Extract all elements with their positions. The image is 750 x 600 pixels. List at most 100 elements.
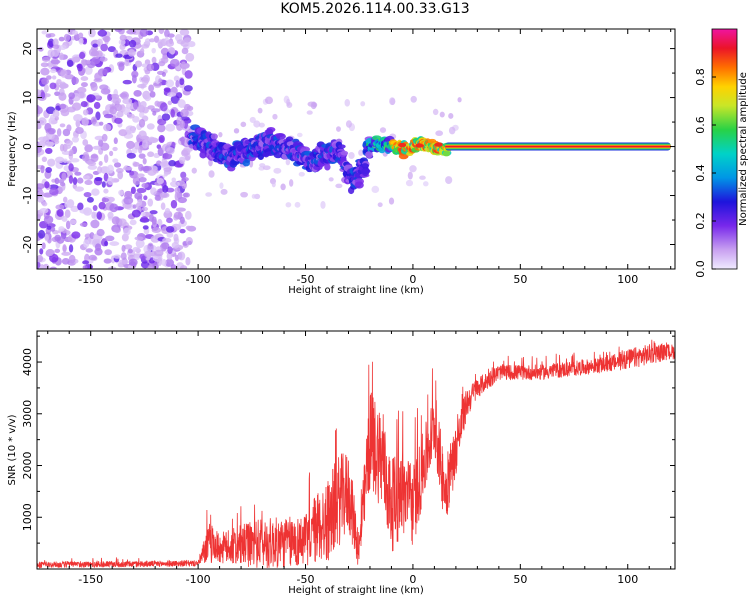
noise-blob	[76, 177, 84, 184]
noise-blob	[101, 181, 106, 188]
noise-blob	[37, 147, 42, 154]
spectrogram-frame	[36, 28, 676, 270]
noise-blob	[104, 240, 109, 247]
noise-blob	[39, 265, 46, 269]
noise-blob	[136, 187, 147, 194]
noise-blob	[70, 158, 80, 163]
noise-blob	[65, 220, 71, 230]
noise-blob	[448, 126, 456, 135]
noise-blob	[410, 95, 417, 103]
noise-blob	[165, 123, 176, 132]
noise-blob	[118, 129, 128, 137]
noise-blob	[360, 101, 366, 107]
noise-blob	[409, 165, 417, 173]
noise-blob	[119, 34, 127, 41]
noise-blob	[179, 29, 190, 36]
noise-blob	[37, 106, 43, 115]
noise-blob	[61, 150, 71, 155]
snr-x-tick-label: -50	[297, 573, 315, 586]
noise-blob	[132, 161, 140, 167]
noise-blob	[344, 99, 351, 107]
noise-blob	[97, 166, 103, 174]
spectrogram-x-tick-label: -100	[186, 273, 211, 286]
noise-blob	[183, 192, 190, 198]
noise-blob	[128, 258, 138, 267]
spectrogram-y-tick-label: -20	[21, 236, 34, 254]
noise-blob	[407, 171, 413, 180]
noise-blob	[159, 192, 170, 199]
noise-blob	[185, 237, 193, 246]
noise-blob	[173, 211, 184, 220]
noise-blob	[90, 153, 99, 163]
noise-blob	[163, 87, 171, 92]
signal-blob	[340, 150, 349, 156]
noise-blob	[152, 110, 157, 116]
noise-blob	[84, 179, 93, 186]
noise-blob	[62, 196, 68, 203]
noise-blob	[46, 75, 52, 80]
noise-blob	[174, 187, 181, 194]
noise-blob	[90, 219, 100, 229]
noise-blob	[43, 84, 49, 93]
noise-blob	[102, 35, 111, 43]
signal-peak	[398, 142, 407, 148]
noise-blob	[161, 259, 167, 267]
snr-y-tick-label: 4000	[21, 348, 34, 376]
noise-blob	[103, 188, 109, 194]
noise-blob	[171, 241, 180, 249]
noise-blob	[348, 152, 355, 160]
snr-y-tick-label: 2000	[21, 452, 34, 480]
noise-blob	[119, 93, 128, 98]
noise-blob	[127, 113, 135, 119]
noise-blob	[72, 30, 79, 36]
signal-blob	[275, 133, 286, 140]
noise-blob	[109, 241, 120, 246]
noise-blob	[49, 266, 57, 269]
noise-blob	[289, 179, 294, 187]
noise-blob	[163, 172, 168, 177]
noise-blob	[158, 134, 165, 144]
noise-blob	[82, 139, 89, 146]
noise-blob	[147, 264, 154, 269]
noise-blob	[47, 141, 55, 147]
noise-blob	[75, 126, 84, 134]
noise-blob	[71, 231, 81, 239]
noise-blob	[58, 36, 65, 42]
noise-blob	[156, 177, 164, 185]
noise-blob	[66, 160, 72, 165]
noise-blob	[205, 192, 213, 197]
spectrogram-heatmap	[37, 29, 671, 269]
noise-blob	[100, 43, 109, 52]
snr-y-tick-label: 1000	[21, 503, 34, 531]
noise-blob	[93, 101, 101, 110]
noise-blob	[101, 133, 108, 142]
noise-blob	[58, 92, 67, 101]
spectrogram-x-tick-label: -50	[297, 273, 315, 286]
noise-blob	[149, 91, 156, 98]
noise-blob	[37, 136, 48, 142]
noise-blob	[115, 53, 123, 58]
noise-blob	[92, 145, 102, 150]
spectrogram-x-tick-label: 100	[617, 273, 638, 286]
noise-blob	[72, 177, 78, 185]
noise-blob	[166, 232, 174, 238]
noise-blob	[58, 44, 67, 50]
noise-blob	[102, 68, 108, 76]
signal-blob	[365, 151, 373, 159]
noise-blob	[96, 211, 102, 220]
noise-blob	[38, 229, 46, 239]
noise-blob	[79, 222, 88, 227]
noise-blob	[86, 196, 94, 203]
noise-blob	[159, 243, 167, 252]
noise-blob	[151, 216, 157, 225]
noise-blob	[180, 216, 185, 225]
noise-blob	[68, 92, 75, 100]
noise-blob	[358, 149, 364, 156]
noise-blob	[135, 239, 145, 249]
noise-blob	[59, 182, 66, 187]
noise-blob	[183, 85, 193, 92]
chart-title: KOM5.2026.114.00.33.G13	[280, 1, 470, 17]
noise-blob	[124, 244, 133, 250]
noise-blob	[320, 200, 326, 209]
noise-blob	[178, 156, 186, 165]
